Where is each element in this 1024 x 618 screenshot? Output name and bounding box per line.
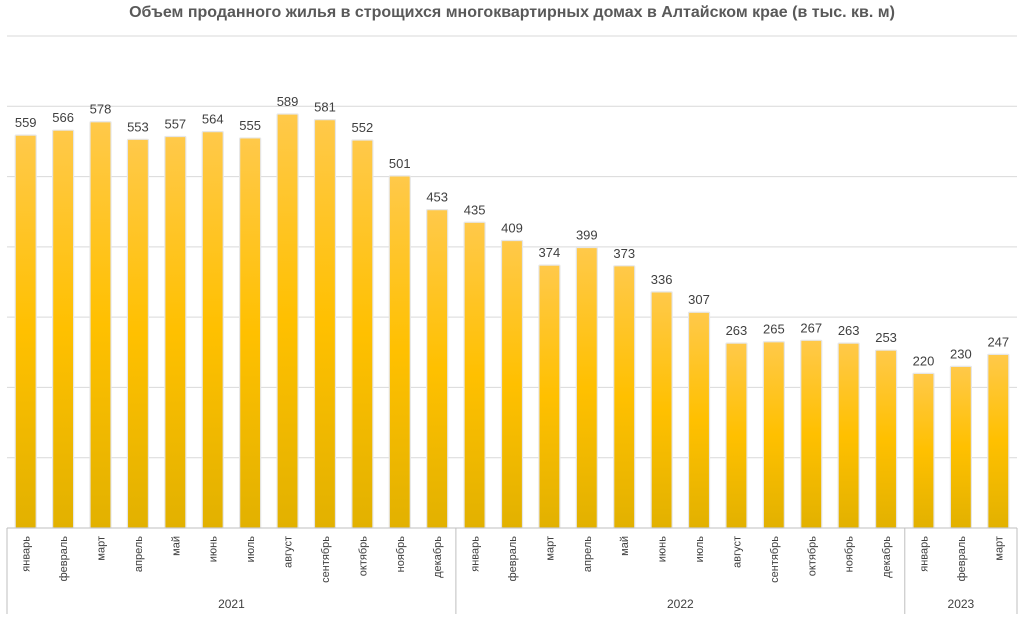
bar	[949, 365, 972, 529]
bar	[126, 138, 150, 529]
month-label: июнь	[657, 536, 669, 562]
bar	[351, 139, 374, 529]
bar	[201, 130, 224, 529]
data-label: 552	[352, 120, 374, 135]
data-label: 555	[239, 118, 261, 133]
data-label: 230	[950, 346, 972, 361]
data-label: 435	[464, 202, 486, 217]
chart-title: Объем проданного жилья в строщихся много…	[129, 4, 895, 21]
bar	[276, 113, 299, 529]
data-label: 265	[763, 322, 785, 337]
bar	[837, 342, 860, 529]
month-label: август	[731, 536, 743, 568]
month-label: март	[544, 536, 556, 561]
data-label: 409	[501, 221, 523, 236]
bar	[725, 342, 748, 529]
data-label: 220	[913, 353, 935, 368]
bar	[874, 349, 898, 529]
month-label: май	[170, 536, 182, 556]
month-label: сентябрь	[769, 536, 781, 583]
month-label: июль	[694, 536, 706, 563]
data-label: 581	[314, 100, 336, 115]
month-label: февраль	[58, 536, 70, 582]
data-label: 566	[52, 110, 74, 125]
bar	[650, 291, 673, 529]
data-label: 336	[651, 272, 673, 287]
data-label: 267	[800, 320, 822, 335]
bar	[426, 209, 449, 529]
month-label: май	[619, 536, 631, 556]
bar	[164, 135, 187, 529]
bar	[613, 265, 636, 529]
month-label: февраль	[507, 536, 519, 582]
month-label: март	[96, 536, 108, 561]
bar	[912, 372, 935, 529]
month-label: декабрь	[432, 536, 444, 578]
data-label: 399	[576, 228, 598, 243]
data-label: 553	[127, 119, 149, 134]
data-label: 263	[838, 323, 860, 338]
bar	[538, 264, 561, 529]
month-label: октябрь	[806, 536, 818, 576]
bar	[463, 221, 486, 529]
bar	[388, 175, 411, 529]
bar	[575, 246, 598, 529]
bar	[800, 339, 823, 529]
month-label: январь	[21, 536, 33, 572]
month-label: июнь	[208, 536, 220, 562]
month-label: ноябрь	[844, 536, 856, 573]
bar	[762, 341, 785, 529]
data-label: 373	[613, 246, 635, 261]
data-label: 374	[539, 245, 561, 260]
data-label: 564	[202, 112, 224, 127]
bar	[987, 353, 1010, 529]
data-label: 247	[987, 334, 1009, 349]
month-label: январь	[918, 536, 930, 572]
bar	[500, 239, 524, 529]
bar	[89, 121, 112, 529]
data-label: 589	[277, 94, 299, 109]
month-label: сентябрь	[320, 536, 332, 583]
month-label: апрель	[133, 536, 145, 572]
bar	[687, 311, 711, 529]
bar	[239, 137, 262, 529]
month-label: февраль	[956, 536, 968, 582]
month-label: октябрь	[357, 536, 369, 576]
month-label: август	[283, 536, 295, 568]
bar	[14, 134, 37, 529]
month-label: ноябрь	[395, 536, 407, 573]
bar	[52, 129, 75, 529]
month-label: апрель	[582, 536, 594, 572]
data-label: 307	[688, 292, 710, 307]
year-label: 2023	[948, 597, 975, 611]
data-label: 557	[164, 117, 186, 132]
data-label: 263	[726, 323, 748, 338]
data-label: 501	[389, 156, 411, 171]
month-label: декабрь	[881, 536, 893, 578]
month-label: январь	[470, 536, 482, 572]
year-label: 2021	[218, 597, 245, 611]
data-label: 253	[875, 330, 897, 345]
data-label: 453	[426, 190, 448, 205]
month-label: март	[993, 536, 1005, 561]
data-label: 578	[90, 102, 112, 117]
data-label: 559	[15, 115, 37, 130]
bar	[313, 119, 337, 529]
month-label: июль	[245, 536, 257, 563]
year-label: 2022	[667, 597, 694, 611]
